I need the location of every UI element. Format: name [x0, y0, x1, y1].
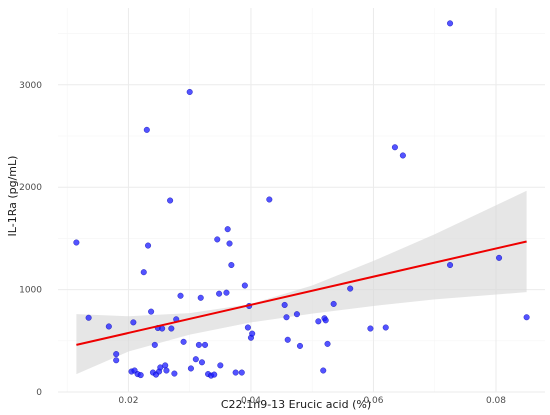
data-point — [367, 325, 374, 332]
y-axis-title: IL-1Ra (pg/mL) — [6, 156, 19, 237]
data-point — [447, 262, 454, 269]
fit-line-layer — [76, 240, 527, 346]
data-point — [148, 308, 155, 315]
data-point — [324, 340, 331, 347]
data-point — [296, 342, 303, 349]
data-point — [162, 362, 169, 369]
data-point — [195, 341, 202, 348]
data-point — [202, 341, 209, 348]
data-point — [224, 226, 231, 233]
regression-line — [76, 240, 527, 346]
data-point — [113, 357, 120, 364]
data-point — [85, 314, 92, 321]
x-tick-label: 0.02 — [118, 396, 138, 406]
data-point — [168, 325, 175, 332]
data-point — [241, 282, 248, 289]
data-point — [186, 88, 193, 95]
data-point — [382, 324, 389, 331]
data-point — [198, 359, 205, 366]
data-point — [330, 300, 337, 307]
data-point — [211, 371, 218, 378]
data-point — [163, 367, 170, 374]
data-point — [151, 341, 158, 348]
data-point — [192, 356, 199, 363]
data-point — [244, 324, 251, 331]
data-point — [217, 362, 224, 369]
data-point — [73, 239, 80, 246]
data-point — [113, 351, 120, 358]
data-point — [140, 269, 147, 276]
data-point — [266, 196, 273, 203]
confidence-band — [76, 190, 527, 375]
y-tick-label: 3000 — [19, 81, 42, 91]
data-point — [223, 289, 230, 296]
y-tick-label: 1000 — [19, 286, 42, 296]
data-point — [399, 152, 406, 159]
data-point — [228, 262, 235, 269]
data-point — [143, 126, 150, 133]
y-tick-label: 2000 — [19, 183, 42, 193]
data-point — [130, 319, 137, 326]
data-point — [347, 285, 354, 292]
x-tick-label: 0.06 — [363, 396, 383, 406]
points-layer — [73, 20, 530, 379]
y-tick-label: 0 — [36, 388, 42, 398]
data-point — [293, 311, 300, 318]
data-point — [216, 290, 223, 297]
data-point — [137, 372, 144, 379]
data-point — [391, 144, 398, 151]
data-point — [315, 318, 322, 325]
data-point — [232, 369, 239, 376]
data-point — [226, 240, 233, 247]
data-point — [523, 314, 530, 321]
data-point — [105, 323, 112, 330]
data-point — [238, 369, 245, 376]
data-point — [197, 294, 204, 301]
data-point — [249, 330, 256, 337]
x-tick-label: 0.08 — [486, 396, 506, 406]
data-point — [167, 197, 174, 204]
y-tick-labels: 0 1000 2000 3000 — [19, 81, 42, 398]
data-point — [496, 254, 503, 261]
data-point — [180, 338, 187, 345]
confidence-band-layer — [76, 190, 527, 375]
data-point — [187, 365, 194, 372]
data-point — [322, 317, 329, 324]
data-point — [447, 20, 454, 27]
data-point — [214, 236, 221, 243]
data-point — [171, 370, 178, 377]
data-point — [320, 367, 327, 374]
data-point — [177, 292, 184, 299]
x-tick-labels: 0.02 0.04 0.06 0.08 — [118, 396, 506, 406]
x-tick-label: 0.04 — [241, 396, 261, 406]
data-point — [284, 336, 291, 343]
data-point — [145, 242, 152, 249]
x-axis-title: C22:1n9-13 Erucic acid (%) — [221, 398, 371, 411]
data-point — [283, 314, 290, 321]
data-point — [281, 301, 288, 308]
